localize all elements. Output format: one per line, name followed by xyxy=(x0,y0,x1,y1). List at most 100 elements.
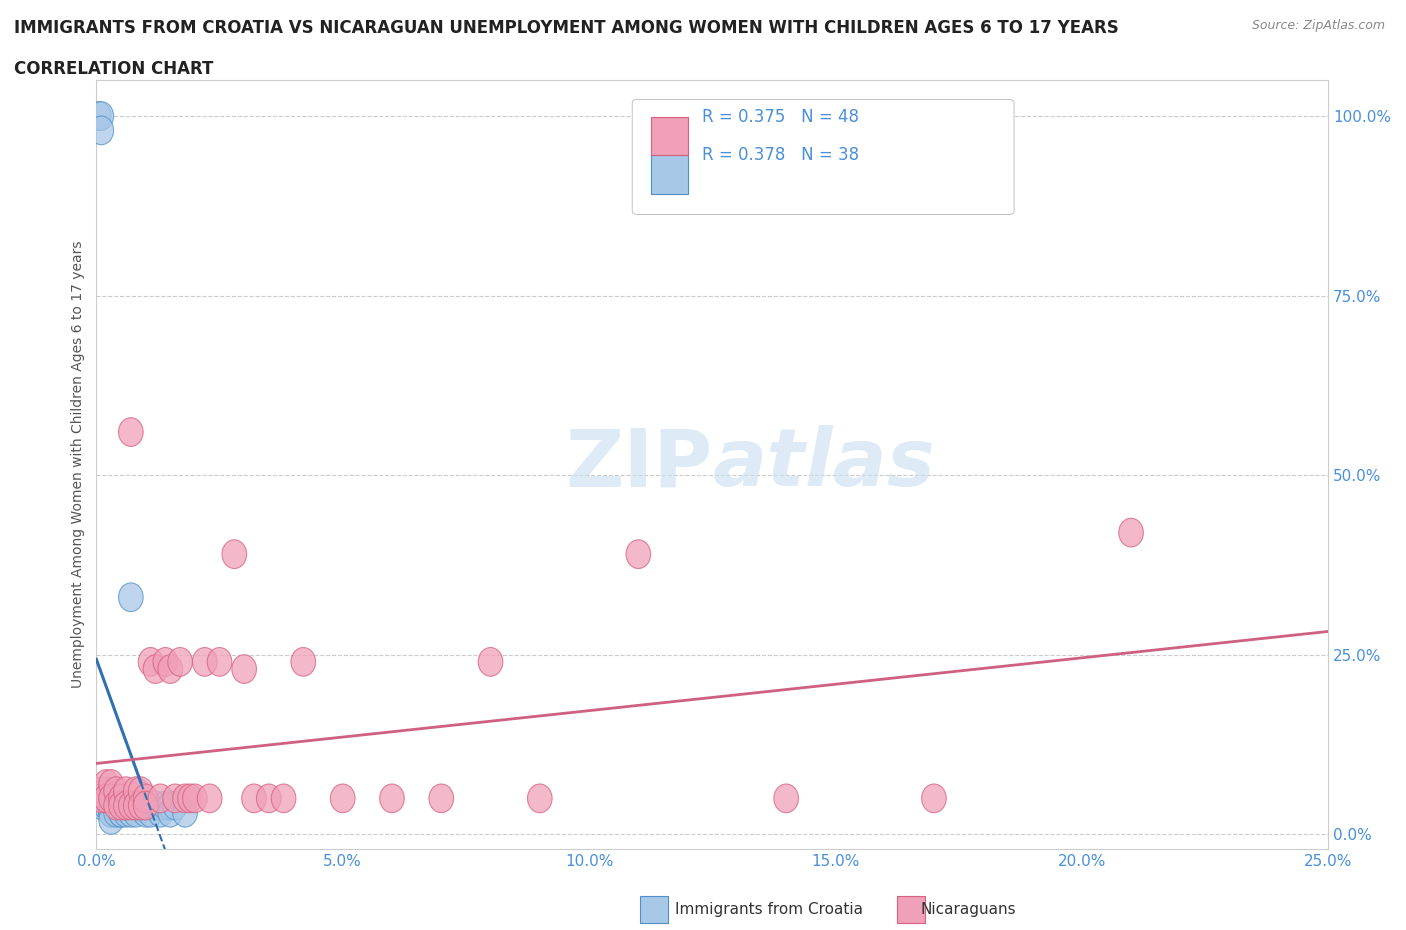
Ellipse shape xyxy=(104,777,128,805)
Ellipse shape xyxy=(124,791,148,820)
Ellipse shape xyxy=(128,791,153,820)
Ellipse shape xyxy=(98,798,124,827)
FancyBboxPatch shape xyxy=(897,896,925,923)
Ellipse shape xyxy=(94,784,118,813)
FancyBboxPatch shape xyxy=(633,100,1014,215)
Ellipse shape xyxy=(256,784,281,813)
Ellipse shape xyxy=(173,784,197,813)
Ellipse shape xyxy=(134,798,157,827)
Ellipse shape xyxy=(197,784,222,813)
Ellipse shape xyxy=(114,791,138,820)
Ellipse shape xyxy=(128,777,153,805)
Ellipse shape xyxy=(104,784,128,813)
Text: R = 0.375   N = 48: R = 0.375 N = 48 xyxy=(703,108,859,126)
Ellipse shape xyxy=(138,798,163,827)
Ellipse shape xyxy=(124,798,148,827)
Ellipse shape xyxy=(128,791,153,820)
Ellipse shape xyxy=(118,418,143,446)
Ellipse shape xyxy=(143,655,167,684)
Ellipse shape xyxy=(429,784,454,813)
Text: ZIP: ZIP xyxy=(565,425,713,503)
Ellipse shape xyxy=(148,798,173,827)
Ellipse shape xyxy=(222,539,246,568)
Ellipse shape xyxy=(114,777,138,805)
Ellipse shape xyxy=(153,791,177,820)
Ellipse shape xyxy=(922,784,946,813)
Ellipse shape xyxy=(118,798,143,827)
Ellipse shape xyxy=(380,784,405,813)
Ellipse shape xyxy=(98,791,124,820)
Ellipse shape xyxy=(118,791,143,820)
Ellipse shape xyxy=(157,798,183,827)
Ellipse shape xyxy=(91,784,117,813)
Ellipse shape xyxy=(108,798,134,827)
Ellipse shape xyxy=(104,791,128,820)
Ellipse shape xyxy=(104,798,128,827)
Ellipse shape xyxy=(157,655,183,684)
Ellipse shape xyxy=(98,798,124,827)
Ellipse shape xyxy=(108,798,134,827)
FancyBboxPatch shape xyxy=(651,117,688,155)
Text: CORRELATION CHART: CORRELATION CHART xyxy=(14,60,214,78)
Ellipse shape xyxy=(527,784,553,813)
Ellipse shape xyxy=(124,791,148,820)
Ellipse shape xyxy=(1119,518,1143,547)
Ellipse shape xyxy=(143,791,167,820)
FancyBboxPatch shape xyxy=(640,896,668,923)
Ellipse shape xyxy=(108,791,134,820)
Ellipse shape xyxy=(98,784,124,813)
Ellipse shape xyxy=(167,647,193,676)
Text: IMMIGRANTS FROM CROATIA VS NICARAGUAN UNEMPLOYMENT AMONG WOMEN WITH CHILDREN AGE: IMMIGRANTS FROM CROATIA VS NICARAGUAN UN… xyxy=(14,19,1119,36)
Ellipse shape xyxy=(478,647,503,676)
Ellipse shape xyxy=(94,784,118,813)
Ellipse shape xyxy=(183,784,207,813)
Ellipse shape xyxy=(94,791,118,820)
Ellipse shape xyxy=(291,647,315,676)
Ellipse shape xyxy=(207,647,232,676)
Text: R = 0.378   N = 38: R = 0.378 N = 38 xyxy=(703,146,859,165)
Ellipse shape xyxy=(90,791,114,820)
Y-axis label: Unemployment Among Women with Children Ages 6 to 17 years: Unemployment Among Women with Children A… xyxy=(72,241,86,688)
Ellipse shape xyxy=(330,784,356,813)
Ellipse shape xyxy=(177,784,202,813)
Ellipse shape xyxy=(271,784,295,813)
Text: Source: ZipAtlas.com: Source: ZipAtlas.com xyxy=(1251,19,1385,32)
Ellipse shape xyxy=(98,784,124,813)
Ellipse shape xyxy=(153,647,177,676)
Ellipse shape xyxy=(242,784,266,813)
Ellipse shape xyxy=(124,777,148,805)
Ellipse shape xyxy=(157,791,183,820)
Ellipse shape xyxy=(193,647,217,676)
Ellipse shape xyxy=(89,784,114,813)
Ellipse shape xyxy=(163,791,187,820)
Ellipse shape xyxy=(173,798,197,827)
Ellipse shape xyxy=(98,791,124,820)
Ellipse shape xyxy=(163,784,187,813)
Text: Immigrants from Croatia: Immigrants from Croatia xyxy=(675,902,863,917)
Ellipse shape xyxy=(94,770,118,798)
Ellipse shape xyxy=(134,791,157,820)
Ellipse shape xyxy=(134,791,157,820)
Ellipse shape xyxy=(108,784,134,813)
Ellipse shape xyxy=(104,791,128,820)
Ellipse shape xyxy=(108,791,134,820)
Ellipse shape xyxy=(89,101,114,130)
Ellipse shape xyxy=(138,647,163,676)
Ellipse shape xyxy=(114,798,138,827)
Text: atlas: atlas xyxy=(713,425,935,503)
Ellipse shape xyxy=(94,777,118,805)
Ellipse shape xyxy=(89,777,114,805)
Ellipse shape xyxy=(626,539,651,568)
Ellipse shape xyxy=(98,805,124,834)
Ellipse shape xyxy=(232,655,256,684)
Ellipse shape xyxy=(108,791,134,820)
Ellipse shape xyxy=(87,101,111,130)
Ellipse shape xyxy=(89,116,114,145)
FancyBboxPatch shape xyxy=(651,155,688,193)
Text: Nicaraguans: Nicaraguans xyxy=(921,902,1017,917)
Ellipse shape xyxy=(114,791,138,820)
Ellipse shape xyxy=(134,784,157,813)
Ellipse shape xyxy=(148,784,173,813)
Ellipse shape xyxy=(98,770,124,798)
Ellipse shape xyxy=(773,784,799,813)
